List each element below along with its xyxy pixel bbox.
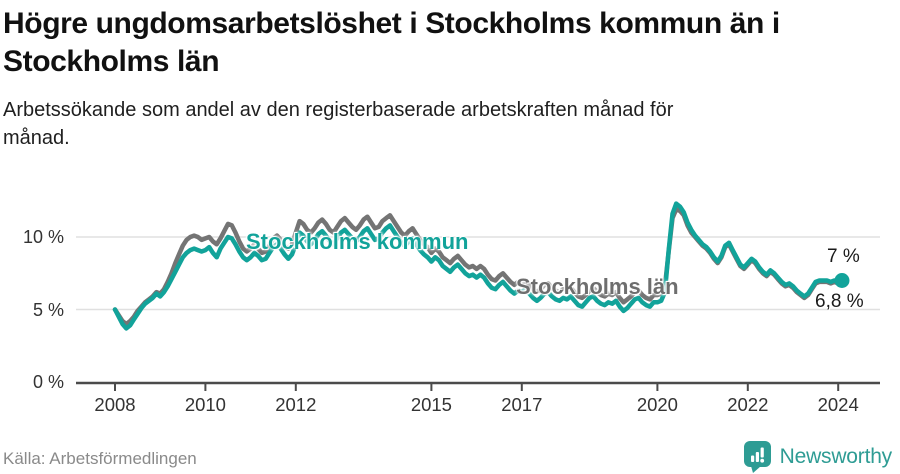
x-tick-label: 2012 [275, 394, 317, 415]
x-tick-label: 2017 [501, 394, 543, 415]
x-tick-label: 2024 [817, 394, 859, 415]
newsworthy-logo-icon [743, 441, 771, 473]
source-note: Källa: Arbetsförmedlingen [3, 449, 197, 468]
end-value-label-lan: 6,8 % [815, 291, 864, 312]
series-label-kommun: Stockholms kommun [246, 229, 469, 254]
page-title: Högre ungdomsarbetslöshet i Stockholms k… [3, 7, 780, 78]
end-value-label-kommun: 7 % [827, 246, 860, 267]
newsworthy-brand: Newsworthy [742, 440, 892, 473]
y-tick-label: 5 % [32, 299, 64, 320]
x-tick-label: 2015 [410, 394, 452, 415]
x-tick-label: 2008 [94, 394, 136, 415]
x-tick-label: 2022 [727, 394, 769, 415]
y-tick-label: 0 % [32, 372, 64, 392]
latest-value-dot [834, 273, 850, 288]
series-label-lan: Stockholms län [516, 274, 679, 299]
chart-subtitle: Arbetssökande som andel av den registerb… [3, 99, 674, 149]
newsworthy-wordmark: Newsworthy [779, 444, 893, 468]
series-line-lan [112, 207, 845, 327]
x-tick-label: 2010 [184, 394, 226, 415]
series-line-kommun [112, 201, 845, 331]
y-tick-label: 10 % [22, 227, 64, 247]
x-tick-label: 2020 [636, 394, 678, 415]
